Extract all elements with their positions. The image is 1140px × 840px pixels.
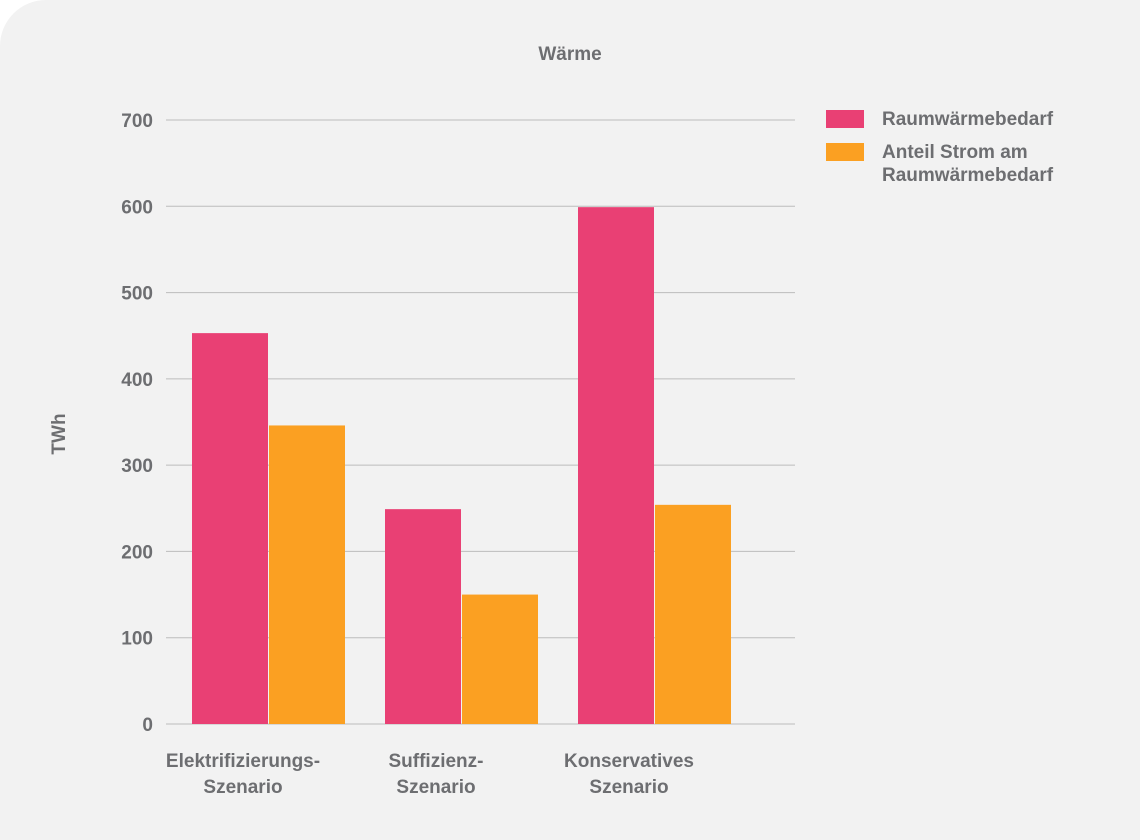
x-tick-label: Suffizienz- Szenario — [389, 751, 484, 798]
x-tick-label-line: Konservatives — [564, 751, 694, 772]
legend-swatch-anteil-strom — [826, 143, 864, 161]
y-tick-label: 0 — [142, 715, 153, 736]
y-tick-label: 700 — [121, 111, 153, 132]
y-tick-label: 500 — [121, 284, 153, 305]
y-tick-label: 200 — [121, 542, 153, 563]
legend-swatch-raumwaermebedarf — [826, 110, 864, 128]
bar-raumwaermebedarf — [385, 509, 461, 724]
x-tick-label: Elektrifizierungs- Szenario — [166, 751, 320, 798]
legend-label-anteil-strom: Anteil Strom am Raumwärmebedarf — [882, 142, 1054, 186]
x-tick-label-line: Szenario — [396, 777, 475, 798]
x-tick-label: Konservatives Szenario — [564, 751, 694, 798]
legend-label-raumwaermebedarf: Raumwärmebedarf — [882, 109, 1054, 130]
bar-raumwaermebedarf — [578, 207, 654, 725]
y-tick-label: 300 — [121, 456, 153, 477]
x-tick-label-line: Szenario — [589, 777, 668, 798]
chart-title: Wärme — [538, 44, 602, 65]
bar-raumwaermebedarf — [192, 333, 268, 724]
legend-item-raumwaermebedarf: Raumwärmebedarf — [826, 108, 1102, 131]
legend-item-anteil-strom: Anteil Strom am Raumwärmebedarf — [826, 141, 1102, 187]
x-tick-label-line: Suffizienz- — [389, 751, 484, 772]
y-tick-label: 400 — [121, 370, 153, 391]
bar-anteil-strom — [655, 504, 731, 724]
x-tick-label-line: Szenario — [203, 777, 282, 798]
y-tick-label: 600 — [121, 197, 153, 218]
bar-anteil-strom — [269, 425, 345, 724]
y-tick-label: 100 — [121, 629, 153, 650]
legend: Raumwärmebedarf Anteil Strom am Raumwärm… — [826, 108, 1102, 197]
x-tick-label-line: Elektrifizierungs- — [166, 751, 320, 772]
bar-anteil-strom — [462, 594, 538, 724]
